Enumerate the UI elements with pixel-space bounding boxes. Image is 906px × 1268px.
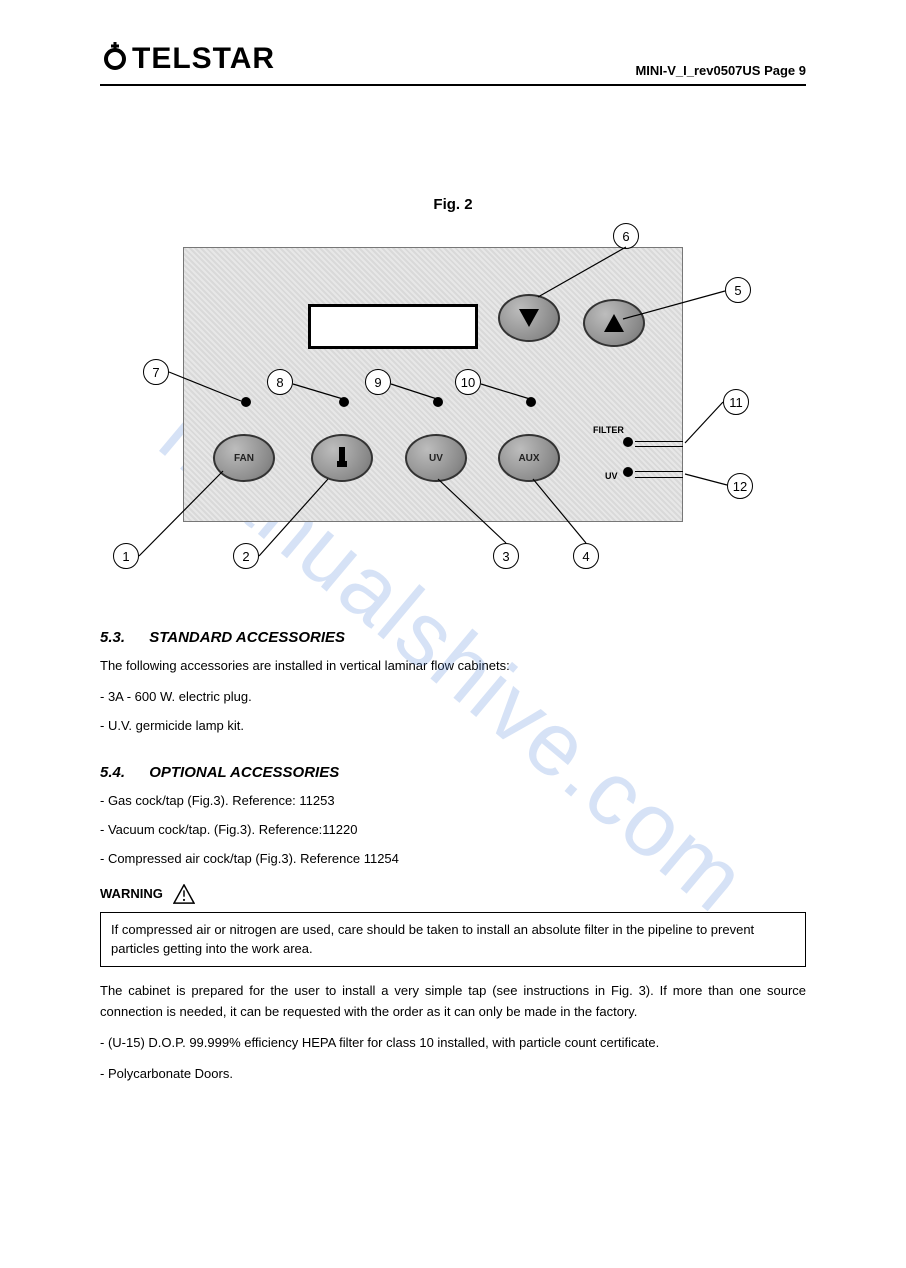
led-uv	[623, 467, 633, 477]
list-item: - U.V. germicide lamp kit.	[100, 716, 806, 737]
callout-9: 9	[365, 369, 391, 395]
section-5-3-title: 5.3. STANDARD ACCESSORIES	[100, 629, 806, 646]
warning-box: If compressed air or nitrogen are used, …	[100, 912, 806, 968]
led-filter	[623, 437, 633, 447]
paragraph: - (U-15) D.O.P. 99.999% efficiency HEPA …	[100, 1033, 806, 1054]
figure-2: FAN UV AUX FILTER UV 6 5 7 8 9 10 11 12 …	[103, 219, 803, 589]
warning-label: WARNING	[100, 886, 163, 901]
button-up	[583, 299, 645, 347]
list-item: - Gas cock/tap (Fig.3). Reference: 11253	[100, 791, 806, 812]
button-label: FAN	[234, 453, 254, 464]
callout-4: 4	[573, 543, 599, 569]
logo-mark-icon	[100, 40, 130, 78]
logo: TELSTAR	[100, 40, 275, 78]
button-label: AUX	[518, 453, 539, 464]
callout-10: 10	[455, 369, 481, 395]
logo-text: TELSTAR	[132, 42, 275, 76]
button-aux: AUX	[498, 434, 560, 482]
section-heading: STANDARD ACCESSORIES	[149, 629, 345, 646]
button-label: UV	[429, 453, 443, 464]
leader-line	[635, 441, 683, 442]
led-indicator	[241, 397, 251, 407]
arrow-up-icon	[604, 314, 624, 332]
list-item: - Vacuum cock/tap. (Fig.3). Reference:11…	[100, 820, 806, 841]
callout-2: 2	[233, 543, 259, 569]
button-fan: FAN	[213, 434, 275, 482]
paragraph: The cabinet is prepared for the user to …	[100, 981, 806, 1023]
leader-line	[635, 446, 683, 447]
lamp-icon	[335, 447, 349, 469]
callout-8: 8	[267, 369, 293, 395]
button-down	[498, 294, 560, 342]
leader-line	[635, 477, 683, 478]
document-id: MINI-V_I_rev0507US Page 9	[635, 63, 806, 78]
section-number: 5.3.	[100, 629, 125, 646]
list-item: - Compressed air cock/tap (Fig.3). Refer…	[100, 849, 806, 870]
callout-6: 6	[613, 223, 639, 249]
section-number: 5.4.	[100, 764, 125, 781]
led-filter-label: FILTER	[593, 425, 624, 435]
warning-icon	[173, 884, 195, 904]
lcd-display	[308, 304, 478, 349]
section-heading: OPTIONAL ACCESSORIES	[149, 764, 339, 781]
paragraph: - Polycarbonate Doors.	[100, 1064, 806, 1085]
callout-11: 11	[723, 389, 749, 415]
led-indicator	[526, 397, 536, 407]
arrow-down-icon	[519, 309, 539, 327]
callout-7: 7	[143, 359, 169, 385]
callout-5: 5	[725, 277, 751, 303]
warning-header: WARNING	[100, 884, 806, 904]
leader-line	[635, 471, 683, 472]
section-5-3-intro: The following accessories are installed …	[100, 656, 806, 677]
led-indicator	[339, 397, 349, 407]
button-light	[311, 434, 373, 482]
callout-12: 12	[727, 473, 753, 499]
led-uv-label: UV	[605, 471, 618, 481]
page-header: TELSTAR MINI-V_I_rev0507US Page 9	[100, 40, 806, 86]
led-indicator	[433, 397, 443, 407]
button-uv: UV	[405, 434, 467, 482]
section-5-4-title: 5.4. OPTIONAL ACCESSORIES	[100, 764, 806, 781]
figure-label: Fig. 2	[100, 196, 806, 213]
list-item: - 3A - 600 W. electric plug.	[100, 687, 806, 708]
callout-1: 1	[113, 543, 139, 569]
callout-3: 3	[493, 543, 519, 569]
